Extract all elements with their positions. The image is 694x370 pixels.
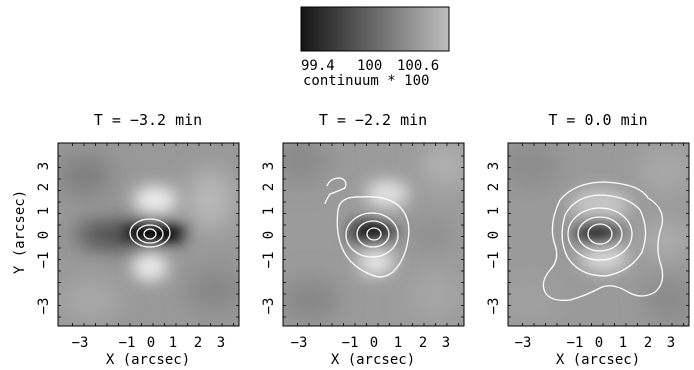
panel-title: T = 0.0 min	[548, 111, 647, 129]
panel-title: T = −2.2 min	[319, 111, 427, 129]
panel-1: T = −3.2 min	[12, 111, 240, 368]
y-tick-label: 2	[486, 183, 502, 191]
y-tick-label: −1	[261, 252, 277, 269]
y-tick-label: 0	[486, 231, 502, 239]
contours	[324, 177, 410, 278]
x-tick-label: 3	[442, 335, 450, 351]
y-tick-label: 0	[36, 231, 52, 239]
y-tick-label: 0	[261, 231, 277, 239]
y-tick-label: 3	[261, 162, 277, 170]
panel-title: T = −3.2 min	[94, 111, 202, 129]
y-axis-label: Y (arcsec)	[12, 190, 28, 274]
y-tick-label: 2	[36, 183, 52, 191]
y-tick-label: 2	[261, 183, 277, 191]
x-tick-label: 1	[619, 335, 627, 351]
colorbar-tick-label: 100	[357, 58, 382, 74]
x-tick-label: 3	[217, 335, 225, 351]
y-tick-label: −1	[36, 252, 52, 269]
x-tick-label: 1	[394, 335, 402, 351]
panel-image	[58, 143, 239, 326]
x-tick-label: −1	[342, 335, 359, 351]
x-tick-label: −1	[567, 335, 584, 351]
minor-ticks	[508, 143, 689, 326]
colorbar: 99.4 100 100.6 continuum * 100	[300, 6, 450, 89]
x-axis-label: X (arcsec)	[106, 352, 190, 368]
axes-frame	[507, 142, 690, 327]
y-tick-label: 3	[36, 162, 52, 170]
x-axis-label: X (arcsec)	[556, 352, 640, 368]
contours	[542, 181, 664, 301]
y-tick-label: −3	[36, 298, 52, 315]
y-tick-label: −3	[486, 298, 502, 315]
x-tick-label: 0	[370, 335, 378, 351]
colorbar-tick-label: 99.4	[301, 58, 335, 74]
x-tick-label: 1	[169, 335, 177, 351]
x-tick-label: 2	[194, 335, 202, 351]
x-axis-label: X (arcsec)	[331, 352, 415, 368]
x-tick-label: 3	[667, 335, 675, 351]
y-tick-label: −3	[261, 298, 277, 315]
x-tick-label: 0	[595, 335, 603, 351]
contours	[129, 218, 171, 248]
x-tick-label: −1	[119, 335, 136, 351]
x-tick-label: −3	[291, 335, 308, 351]
axes-frame	[57, 142, 240, 327]
panel-image	[508, 143, 689, 326]
x-tick-label: 2	[419, 335, 427, 351]
y-tick-label: 1	[261, 207, 277, 215]
y-tick-label: 3	[486, 162, 502, 170]
panel-2: T = −2.2 min	[261, 111, 465, 368]
x-tick-label: −3	[72, 335, 89, 351]
minor-ticks	[58, 143, 239, 326]
colorbar-label: continuum * 100	[303, 73, 429, 89]
panel-image	[283, 143, 464, 326]
colorbar-tick-label: 100.6	[397, 58, 439, 74]
colorbar-frame	[300, 6, 450, 52]
colorbar-gradient	[301, 7, 449, 51]
x-tick-label: 2	[644, 335, 652, 351]
y-tick-label: 1	[36, 207, 52, 215]
y-tick-label: 1	[486, 207, 502, 215]
panel-3: T = 0.0 min	[486, 111, 690, 368]
axes-frame	[282, 142, 465, 327]
x-tick-label: −3	[515, 335, 532, 351]
x-tick-label: 0	[147, 335, 155, 351]
y-tick-label: −1	[486, 252, 502, 269]
minor-ticks	[283, 143, 464, 326]
